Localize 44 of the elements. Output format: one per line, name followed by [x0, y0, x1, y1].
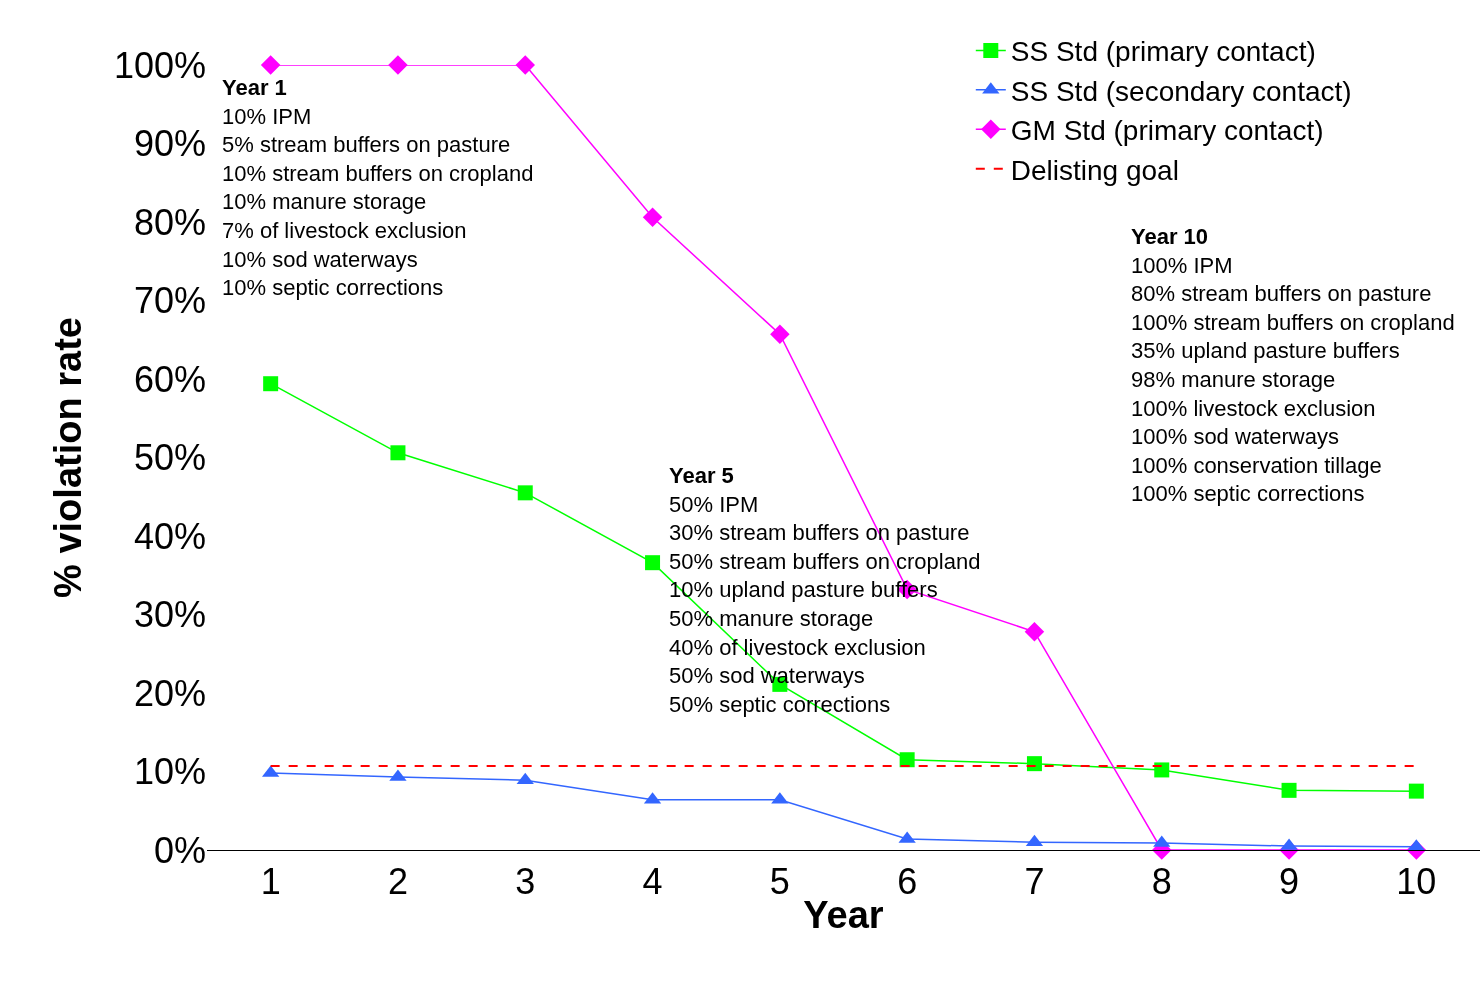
annotation: Year 1 10% IPM 5% stream buffers on pasture 10% stream buffers on cropland 10% manure storage 7% of livestock exclusion 10% sod waterways 10% septic corrections [222, 75, 534, 301]
y-tick-label: 70% [133, 280, 206, 322]
y-tick-label: 50% [133, 437, 206, 479]
point [517, 485, 533, 501]
x-tick-label: 4 [642, 861, 663, 903]
point [1281, 782, 1297, 798]
legend-label: SS Std (secondary contact) [1010, 75, 1352, 107]
y-axis-title: % violation rate [47, 317, 90, 598]
point [388, 55, 408, 75]
point [1026, 756, 1042, 772]
y-tick-label: 20% [133, 672, 206, 714]
y-tick-label: 40% [133, 515, 206, 557]
y-tick-label: 30% [133, 594, 206, 636]
x-tick-label: 9 [1279, 861, 1300, 903]
legend-label: GM Std (primary contact) [1010, 115, 1324, 147]
point [1408, 783, 1424, 799]
y-tick-label: 10% [133, 751, 206, 793]
point [770, 324, 790, 345]
y-tick-label: 100% [113, 44, 206, 86]
point [515, 55, 535, 75]
y-tick-label: 60% [133, 358, 206, 400]
x-axis-title: Year [803, 894, 884, 937]
x-tick-label: 5 [769, 861, 790, 903]
text: Year 10 100% IPM 80% stream buffers on pasture 100% stream buffers on cropland 35% upland pasture buffers 98% manure storage 100% livestock exclusion 100% sod waterways 100% conservation tillage 100% septic corrections [1131, 224, 1455, 507]
x-tick-label: 1 [260, 861, 281, 903]
x-tick-label: 8 [1151, 861, 1172, 903]
point [390, 445, 406, 461]
y-tick-label: 0% [153, 829, 206, 871]
point [1024, 622, 1045, 642]
x-tick-label: 2 [387, 861, 408, 903]
y-tick-label: 90% [133, 123, 206, 165]
y-tick-label: 80% [133, 201, 206, 243]
x-tick-label: 3 [515, 861, 536, 903]
point [1154, 762, 1170, 778]
x-tick-label: 6 [897, 861, 918, 903]
legend-label: SS Std (primary contact) [1010, 36, 1316, 68]
x-tick-label: 7 [1024, 861, 1045, 903]
point [260, 55, 281, 75]
x-tick-label: 10 [1396, 861, 1437, 903]
point [899, 752, 915, 768]
legend-label: Delisting goal [1010, 154, 1179, 186]
point [263, 376, 279, 392]
point [642, 207, 663, 228]
point [645, 555, 661, 571]
